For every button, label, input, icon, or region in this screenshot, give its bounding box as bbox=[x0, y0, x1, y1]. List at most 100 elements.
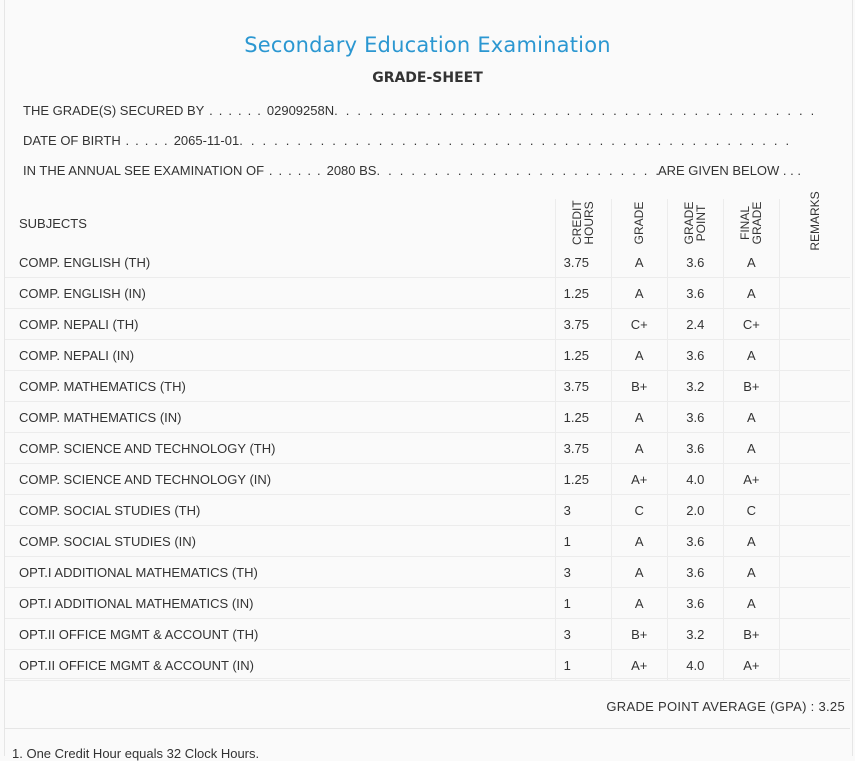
subject-cell: COMP. SCIENCE AND TECHNOLOGY (TH) bbox=[5, 432, 556, 464]
grade-cell: A bbox=[611, 339, 668, 371]
subject-cell: COMP. NEPALI (IN) bbox=[5, 339, 556, 371]
header-grade-point-text: GRADE POINT bbox=[682, 201, 709, 245]
remarks-cell bbox=[779, 277, 850, 309]
final-grade-cell: B+ bbox=[723, 370, 780, 402]
remarks-cell bbox=[779, 556, 850, 588]
grade-cell: C+ bbox=[611, 308, 668, 340]
leader-dots: . . . . . . bbox=[264, 162, 327, 178]
exam-suffix: ARE GIVEN BELOW . . . bbox=[657, 162, 801, 178]
grade-point-cell: 3.6 bbox=[667, 587, 724, 619]
header-grade-text: GRADE bbox=[632, 201, 647, 245]
grade-cell: B+ bbox=[611, 370, 668, 402]
final-grade-cell: A bbox=[723, 247, 780, 278]
final-grade-cell: A bbox=[723, 525, 780, 557]
gpa-summary: GRADE POINT AVERAGE (GPA) : 3.25 bbox=[606, 699, 845, 714]
dob-line: DATE OF BIRTH . . . . . 2065-11-01 bbox=[23, 130, 798, 150]
credit-hours-cell: 1.25 bbox=[555, 339, 612, 371]
leader-dots: . . . . . bbox=[120, 132, 174, 148]
secured-by-label: THE GRADE(S) SECURED BY bbox=[23, 102, 205, 118]
subject-cell: COMP. SCIENCE AND TECHNOLOGY (IN) bbox=[5, 463, 556, 495]
grade-cell: A bbox=[611, 432, 668, 464]
grade-point-cell: 3.6 bbox=[667, 247, 724, 278]
credit-hours-cell: 3 bbox=[555, 618, 612, 650]
credit-hours-cell: 1 bbox=[555, 587, 612, 619]
remarks-cell bbox=[779, 308, 850, 340]
credit-hours-cell: 1 bbox=[555, 525, 612, 557]
subject-cell: COMP. MATHEMATICS (IN) bbox=[5, 401, 556, 433]
final-grade-cell: A bbox=[723, 339, 780, 371]
table-header-row: SUBJECTS CREDIT HOURS GRADE GRADE POINT … bbox=[5, 191, 850, 251]
header-grade-point: GRADE POINT bbox=[667, 199, 724, 247]
credit-hours-cell: 3.75 bbox=[555, 432, 612, 464]
remarks-cell bbox=[779, 432, 850, 464]
subject-cell: COMP. MATHEMATICS (TH) bbox=[5, 370, 556, 402]
subject-cell: OPT.II OFFICE MGMT & ACCOUNT (TH) bbox=[5, 618, 556, 650]
grades-table: SUBJECTS CREDIT HOURS GRADE GRADE POINT … bbox=[5, 191, 850, 681]
credit-hours-cell: 1.25 bbox=[555, 277, 612, 309]
grade-cell: A bbox=[611, 401, 668, 433]
grade-sheet-subtitle: GRADE-SHEET bbox=[372, 70, 483, 86]
table-row: COMP. SCIENCE AND TECHNOLOGY (TH) 3.75 A 3.… bbox=[5, 432, 850, 464]
grade-point-cell: 3.6 bbox=[667, 556, 724, 588]
subject-cell: OPT.I ADDITIONAL MATHEMATICS (TH) bbox=[5, 556, 556, 588]
final-grade-cell: A bbox=[723, 401, 780, 433]
final-grade-cell: A bbox=[723, 587, 780, 619]
credit-hours-cell: 3.75 bbox=[555, 370, 612, 402]
exam-line: IN THE ANNUAL SEE EXAMINATION OF . . . .… bbox=[23, 160, 801, 180]
symbol-number: 02909258N bbox=[266, 102, 335, 118]
header-grade: GRADE bbox=[611, 199, 668, 247]
grade-cell: A bbox=[611, 525, 668, 557]
grade-point-cell: 4.0 bbox=[667, 649, 724, 681]
subject-cell: COMP. ENGLISH (TH) bbox=[5, 247, 556, 278]
grade-cell: A bbox=[611, 247, 668, 278]
remarks-cell bbox=[779, 247, 850, 278]
header-remarks: REMARKS bbox=[779, 191, 850, 250]
remarks-cell bbox=[779, 370, 850, 402]
remarks-cell bbox=[779, 401, 850, 433]
subject-cell: OPT.II OFFICE MGMT & ACCOUNT (IN) bbox=[5, 649, 556, 681]
final-grade-cell: A bbox=[723, 277, 780, 309]
table-row: OPT.I ADDITIONAL MATHEMATICS (IN) 1 A 3.6 A bbox=[5, 587, 850, 619]
credit-hours-cell: 1 bbox=[555, 649, 612, 681]
table-row: COMP. NEPALI (IN) 1.25 A 3.6 A bbox=[5, 339, 850, 371]
subject-cell: COMP. SOCIAL STUDIES (IN) bbox=[5, 525, 556, 557]
dob-label: DATE OF BIRTH bbox=[23, 132, 121, 148]
grade-cell: C bbox=[611, 494, 668, 526]
table-row: COMP. SOCIAL STUDIES (IN) 1 A 3.6 A bbox=[5, 525, 850, 557]
subject-cell: OPT.I ADDITIONAL MATHEMATICS (IN) bbox=[5, 587, 556, 619]
credit-hours-cell: 3.75 bbox=[555, 247, 612, 278]
leader-dots: . . . . . . bbox=[204, 102, 267, 118]
leader-dots bbox=[376, 163, 657, 178]
remarks-cell bbox=[779, 587, 850, 619]
credit-hours-cell: 1.25 bbox=[555, 463, 612, 495]
header-credit-hours-text: CREDIT HOURS bbox=[570, 200, 597, 245]
table-row: COMP. NEPALI (TH) 3.75 C+ 2.4 C+ bbox=[5, 308, 850, 340]
grade-point-cell: 2.4 bbox=[667, 308, 724, 340]
final-grade-cell: B+ bbox=[723, 618, 780, 650]
gpa-divider bbox=[5, 678, 850, 679]
header-final-grade-text: FINAL GRADE bbox=[738, 201, 765, 245]
header-subjects: SUBJECTS bbox=[5, 199, 556, 247]
header-final-grade: FINAL GRADE bbox=[723, 199, 780, 247]
subject-cell: COMP. ENGLISH (IN) bbox=[5, 277, 556, 309]
subject-cell: COMP. NEPALI (TH) bbox=[5, 308, 556, 340]
grade-point-cell: 3.2 bbox=[667, 618, 724, 650]
final-grade-cell: C+ bbox=[723, 308, 780, 340]
grade-point-cell: 3.6 bbox=[667, 339, 724, 371]
remarks-cell bbox=[779, 463, 850, 495]
table-row: COMP. MATHEMATICS (IN) 1.25 A 3.6 A bbox=[5, 401, 850, 433]
gpa-bottom-divider bbox=[5, 728, 850, 729]
remarks-cell bbox=[779, 525, 850, 557]
final-grade-cell: A+ bbox=[723, 463, 780, 495]
grade-point-cell: 3.6 bbox=[667, 401, 724, 433]
table-row: OPT.II OFFICE MGMT & ACCOUNT (TH) 3 B+ 3.2 B… bbox=[5, 618, 850, 650]
table-row: COMP. ENGLISH (TH) 3.75 A 3.6 A bbox=[5, 247, 850, 278]
leader-dots bbox=[334, 103, 813, 118]
dob-value: 2065-11-01 bbox=[173, 132, 240, 148]
grade-cell: A+ bbox=[611, 649, 668, 681]
grade-cell: B+ bbox=[611, 618, 668, 650]
exam-label: IN THE ANNUAL SEE EXAMINATION OF bbox=[23, 162, 265, 178]
final-grade-cell: A bbox=[723, 556, 780, 588]
grade-point-cell: 3.6 bbox=[667, 277, 724, 309]
credit-hours-cell: 3 bbox=[555, 556, 612, 588]
